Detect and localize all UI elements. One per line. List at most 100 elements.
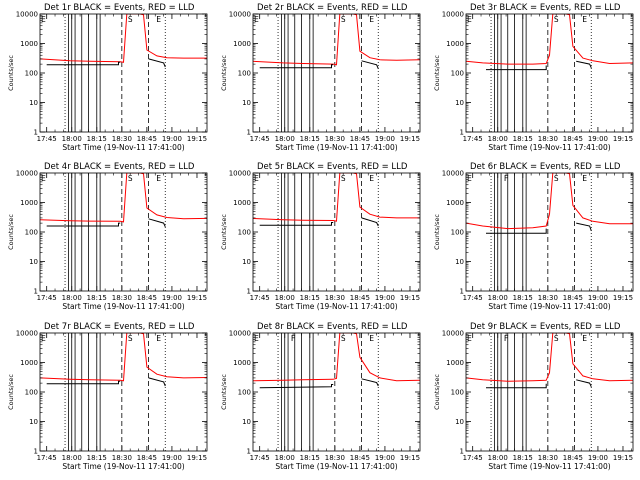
y-tick-label: 10 [242,99,251,107]
detector-panel-2r: E S E Det 2r BLACK = Events, RED = LLD 1 10 10… [220,3,421,152]
region-marker: E [254,174,259,183]
x-tick-label: 18:30 [538,135,558,143]
x-tick-label: 17:45 [37,135,57,143]
region-marker: S [554,15,559,24]
x-tick-label: 19:00 [588,294,608,302]
y-tick-label: 1 [247,288,251,296]
x-tick-label: 17:45 [463,135,483,143]
x-tick-label: 18:15 [513,294,533,302]
x-tick-label: 19:00 [375,294,395,302]
x-tick-label: 19:15 [613,454,633,462]
x-tick-label: 18:30 [325,135,345,143]
plot-frame [252,332,421,452]
y-tick-label: 1000 [233,40,251,48]
x-tick-label: 18:45 [563,454,583,462]
y-tick-label: 10000 [16,11,38,19]
x-axis-label: Start Time (19-Nov-11 17:41:00) [488,462,610,471]
region-marker: E [369,15,374,24]
x-tick-label: 18:45 [350,135,370,143]
region-marker: F [504,174,509,183]
series-line-2 [361,217,379,227]
y-axis-label: Counts/sec [220,55,228,91]
y-tick-label: 1000 [20,359,38,367]
x-axis-label: Start Time (19-Nov-11 17:41:00) [488,302,610,311]
x-axis-label: Start Time (19-Nov-11 17:41:00) [62,462,184,471]
detector-panel-9r: E F S E Det 9r BLACK = Events, RED = LLD 1 10 1… [433,322,634,471]
x-tick-label: 19:00 [588,454,608,462]
x-tick-label: 19:00 [375,135,395,143]
x-tick-label: 18:45 [137,135,157,143]
region-marker: E [582,174,587,183]
detector-panel-6r: E F S E Det 6r BLACK = Events, RED = LLD 1 10 1… [433,162,634,311]
y-tick-label: 10000 [229,11,251,19]
x-tick-label: 17:45 [250,294,270,302]
region-marker: E [41,174,46,183]
series-line-2 [361,378,379,387]
plot-frame [39,172,208,292]
plot-frame [252,13,421,133]
y-tick-label: 10000 [16,330,38,338]
series-line-2 [576,222,592,231]
series-line-2 [361,60,379,69]
y-tick-label: 10 [242,258,251,266]
y-tick-label: 1000 [233,199,251,207]
series-line-0 [40,173,207,223]
x-tick-label: 18:15 [87,454,107,462]
x-tick-label: 18:15 [513,135,533,143]
series-line-0 [40,333,207,382]
x-tick-label: 18:15 [513,454,533,462]
y-tick-label: 100 [25,229,38,237]
plot-area [253,14,420,132]
plot-area [40,333,207,451]
y-tick-label: 100 [451,389,464,397]
region-marker: S [341,174,346,183]
y-tick-label: 1000 [446,199,464,207]
region-marker: E [369,174,374,183]
x-axis-label: Start Time (19-Nov-11 17:41:00) [62,143,184,152]
x-tick-label: 19:15 [400,454,420,462]
region-marker: E [254,15,259,24]
detector-panel-4r: E S E Det 4r BLACK = Events, RED = LLD 1 10 10… [7,162,208,311]
series-line-1 [46,61,121,66]
x-tick-label: 18:00 [488,454,508,462]
series-line-2 [576,60,592,69]
plot-frame [465,13,634,133]
x-tick-label: 18:00 [62,454,82,462]
series-line-1 [486,383,547,389]
y-tick-label: 1 [460,288,464,296]
panel-title: Det 5r BLACK = Events, RED = LLD [257,162,408,172]
y-tick-label: 10000 [442,11,464,19]
x-tick-label: 19:15 [187,135,207,143]
x-tick-label: 17:45 [37,294,57,302]
series-line-1 [486,228,547,234]
series-line-1 [46,222,121,227]
y-tick-label: 100 [25,70,38,78]
y-tick-label: 1000 [20,40,38,48]
y-tick-label: 10 [29,418,38,426]
x-tick-label: 18:00 [488,135,508,143]
x-tick-label: 19:00 [588,135,608,143]
series-line-2 [148,58,166,68]
y-tick-label: 100 [451,229,464,237]
y-tick-label: 1 [34,129,38,137]
plot-area [466,173,633,291]
x-tick-label: 18:00 [488,294,508,302]
series-line-0 [466,173,633,230]
y-axis-label: Counts/sec [7,214,15,250]
y-tick-label: 10 [455,99,464,107]
y-tick-label: 1 [34,288,38,296]
x-tick-label: 18:30 [325,454,345,462]
y-tick-label: 10 [29,99,38,107]
detector-panel-1r: E S E Det 1r BLACK = Events, RED = LLD 1 10 10… [7,3,208,152]
x-tick-label: 17:45 [463,294,483,302]
x-axis-label: Start Time (19-Nov-11 17:41:00) [275,143,397,152]
plot-frame [465,172,634,292]
series-line-2 [148,218,166,228]
plot-area [40,14,207,132]
region-marker: E [582,15,587,24]
panel-title: Det 8r BLACK = Events, RED = LLD [257,322,408,332]
x-tick-label: 18:15 [300,454,320,462]
y-tick-label: 10000 [442,170,464,178]
region-marker: E [467,174,472,183]
x-tick-label: 18:30 [112,454,132,462]
